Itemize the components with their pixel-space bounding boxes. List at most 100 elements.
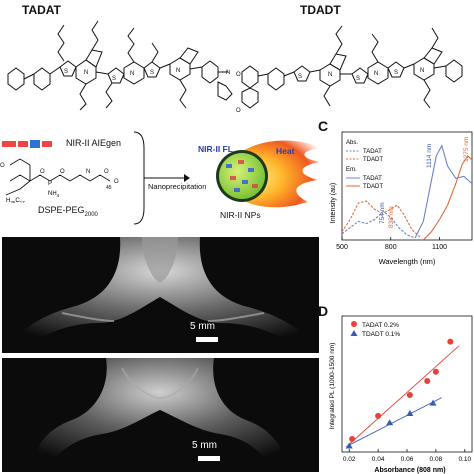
legend-abs-title: Abs. <box>346 140 358 146</box>
annot-754: 754 nm <box>379 202 386 224</box>
nir-fl-label: NIR-II FL <box>198 144 233 154</box>
svg-text:H35C17: H35C17 <box>6 198 25 203</box>
point-tadat <box>349 436 356 443</box>
c17-label: C <box>15 198 20 203</box>
legend-tdadt-marker <box>350 330 358 336</box>
svg-text:S: S <box>356 76 360 82</box>
x-tick-label-c: 800 <box>385 244 397 251</box>
h35-sub: 35 <box>10 200 16 203</box>
aiegen-label: NIR-II AIEgen <box>66 138 122 148</box>
svg-text:S: S <box>64 69 68 75</box>
point-tadat <box>375 412 382 419</box>
legend-tdadt-d: TDADT 0.1% <box>362 331 400 338</box>
svg-text:S: S <box>150 70 154 76</box>
legend-tadat-d: TADAT 0.2% <box>362 322 399 329</box>
chart-d: Integrated PL (1000-1500 nm) 0.02 0.04 0.0… <box>329 315 473 474</box>
series-tadat-abs <box>341 210 416 239</box>
legend-tadat-abs: TADAT <box>363 149 382 155</box>
h35-label: H <box>6 198 10 203</box>
nir-image-bottom: 5 mm <box>2 358 319 472</box>
x-tick-label-d: 0.06 <box>401 456 414 463</box>
legend-tadat-em: TADAT <box>363 176 382 182</box>
x-tick-label-d: 0.04 <box>372 456 385 463</box>
nanoparticle-graphic <box>216 140 322 208</box>
point-tdadt <box>406 410 414 417</box>
point-tadat <box>432 368 439 375</box>
x-tick-label-c: 500 <box>336 244 348 251</box>
point-tdadt <box>386 419 394 426</box>
svg-text:O: O <box>236 108 241 112</box>
point-tadat <box>406 391 413 398</box>
annot-1114: 1114 nm <box>426 144 433 168</box>
fit-line-0 <box>348 345 460 445</box>
point-tdadt <box>429 399 437 406</box>
legend-tdadt-em: TDADT <box>363 184 383 190</box>
aiegen-bar <box>2 140 52 148</box>
svg-text:S: S <box>298 74 302 80</box>
fit-line-1 <box>346 397 442 447</box>
svg-text:O: O <box>104 169 109 175</box>
tadat-title: TADAT <box>22 3 61 17</box>
tdadt-title: TDADT <box>300 3 341 17</box>
svg-text:N: N <box>86 169 90 175</box>
legend-tdadt-abs: TDADT <box>363 157 383 163</box>
legend-em-title: Em. <box>346 167 357 173</box>
annot-1275: 1275 nm <box>463 137 470 162</box>
chart-d-xlabel: Absorbance (808 nm) <box>374 467 445 474</box>
point-tadat <box>424 378 431 385</box>
dspe-subscript: 2000 <box>84 211 98 218</box>
svg-text:N: N <box>226 70 230 76</box>
svg-text:N: N <box>84 70 88 76</box>
bracket-arrow <box>133 131 190 225</box>
svg-text:S: S <box>112 76 116 82</box>
x-tick-label-d: 0.08 <box>430 456 443 463</box>
scale-bar-bottom <box>198 456 220 461</box>
subscript-45: 45 <box>106 185 112 191</box>
nir-nps-label: NIR-II NPs <box>220 210 261 220</box>
svg-text:O: O <box>60 169 65 175</box>
svg-text:O: O <box>236 72 241 78</box>
tadat-structure: N N N S S S N <box>7 20 233 111</box>
nanoprecipitation-label: Nanoprecipitation <box>148 182 207 191</box>
series-tadat-em <box>414 144 473 239</box>
x-tick-label-d: 0.02 <box>343 456 356 463</box>
svg-text:N: N <box>420 68 424 74</box>
legend-tadat-marker <box>351 321 357 327</box>
nh4-sub: 4 <box>57 193 60 198</box>
tdadt-structure: N N N S S S O O <box>236 25 463 112</box>
panel-d-letter: D <box>318 303 329 319</box>
chart-c-ylabel: Intensity (au) <box>330 183 337 223</box>
scale-label-top: 5 mm <box>190 321 215 332</box>
heat-label: Heat <box>276 146 295 156</box>
chart-c-xlabel: Wavelength (nm) <box>379 257 436 266</box>
point-tadat <box>447 338 454 345</box>
scale-bar-top <box>196 337 218 342</box>
series-tdadt-abs <box>341 200 421 238</box>
svg-text:S: S <box>394 70 398 76</box>
nh4-label: NH <box>48 191 57 197</box>
svg-text:O: O <box>114 179 119 185</box>
scale-label-bottom: 5 mm <box>192 440 217 451</box>
chart-c-frame <box>341 131 473 241</box>
x-tick-label-c: 1100 <box>432 244 447 251</box>
series-tdadt-em <box>422 155 473 241</box>
svg-text:N: N <box>374 71 378 77</box>
svg-text:N: N <box>328 72 332 78</box>
dspe-label: DSPE-PEG2000 <box>38 205 98 218</box>
point-tdadt <box>345 442 353 449</box>
nir-image-top: 5 mm <box>2 237 319 353</box>
annot-838: 838 nm <box>388 206 395 228</box>
dspe-text: DSPE-PEG <box>38 205 85 215</box>
svg-text:O: O <box>0 163 5 169</box>
svg-text:O: O <box>40 169 45 175</box>
panel-c-letter: C <box>318 118 329 134</box>
chart-c: Intensity (au) 500 800 1100 Wavelength (nm… <box>330 131 473 266</box>
svg-text:N: N <box>176 68 180 74</box>
svg-text:N: N <box>130 71 134 77</box>
svg-text:P: P <box>48 181 52 187</box>
svg-text:NH4: NH4 <box>48 191 60 198</box>
c17-sub: 17 <box>20 200 26 203</box>
x-tick-label-d: 0.10 <box>458 456 471 463</box>
chart-d-ylabel: Integrated PL (1000-1500 nm) <box>329 343 336 430</box>
